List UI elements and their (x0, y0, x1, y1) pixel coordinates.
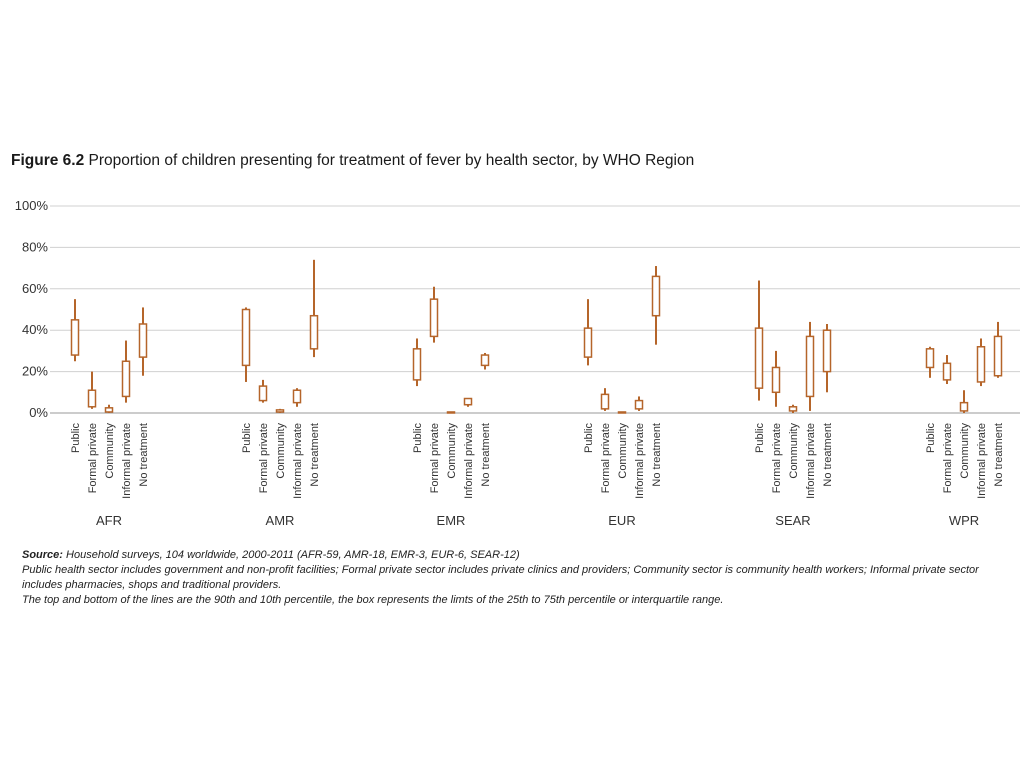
iqr-box (138, 323, 148, 358)
sector-label: Public (70, 423, 82, 453)
region-label: EUR (608, 513, 635, 528)
sector-label: Formal private (942, 423, 954, 493)
sector-label: No treatment (993, 423, 1005, 487)
box-plot-chart: 0% 20% 40% 60% 80% 100% Public Formal private Co… (15, 198, 1020, 528)
sector-label: Public (583, 423, 595, 453)
sector-label: No treatment (309, 423, 321, 487)
iqr-box (993, 335, 1003, 377)
sector-label: Informal private (976, 423, 988, 499)
iqr-box (771, 366, 781, 394)
region-label: EMR (437, 513, 466, 528)
figure-title-text: Proportion of children presenting for tr… (88, 152, 695, 169)
y-tick-label: 20% (22, 364, 48, 379)
sector-label: No treatment (138, 423, 150, 487)
source-label: Source: (22, 549, 63, 561)
iqr-box (600, 393, 610, 410)
region-label: AMR (266, 513, 295, 528)
iqr-box (463, 397, 473, 406)
sector-label: Community (617, 423, 629, 479)
sector-label: Community (959, 423, 971, 479)
sector-definitions-note: Public health sector includes government… (22, 564, 979, 591)
source-text: Household surveys, 104 worldwide, 2000-2… (62, 549, 520, 561)
sector-label: Public (241, 423, 253, 453)
sector-label: Community (275, 423, 287, 479)
sector-label: Community (788, 423, 800, 479)
iqr-box (412, 348, 422, 381)
sector-label: Informal private (805, 423, 817, 499)
figure-label: Figure 6.2 (11, 152, 85, 169)
sector-label: No treatment (480, 423, 492, 487)
iqr-box (959, 401, 969, 412)
iqr-box (805, 335, 815, 398)
iqr-box (617, 411, 627, 414)
sector-label: Formal private (600, 423, 612, 493)
sector-label: Formal private (771, 423, 783, 493)
iqr-box (241, 308, 251, 367)
sector-label: Formal private (429, 423, 441, 493)
sector-label: Informal private (463, 423, 475, 499)
iqr-box (754, 327, 764, 389)
iqr-box (104, 407, 114, 413)
sector-label: Formal private (258, 423, 270, 493)
y-tick-label: 0% (29, 405, 48, 420)
iqr-box (87, 389, 97, 408)
iqr-box (634, 399, 644, 410)
iqr-box (292, 389, 302, 404)
region-label: WPR (949, 513, 979, 528)
iqr-box (275, 409, 285, 413)
iqr-box (121, 360, 131, 398)
y-tick-label: 60% (22, 281, 48, 296)
iqr-box (446, 411, 456, 414)
figure-notes: Source: Household surveys, 104 worldwide… (22, 548, 1022, 608)
y-tick-label: 80% (22, 239, 48, 254)
sector-label: Public (412, 423, 424, 453)
sector-label: Formal private (87, 423, 99, 493)
sector-label: Informal private (121, 423, 133, 499)
region-label: AFR (96, 513, 122, 528)
sector-label: Informal private (634, 423, 646, 499)
figure-title: Figure 6.2 Proportion of children presen… (11, 152, 694, 170)
iqr-box (258, 385, 268, 402)
region-label: SEAR (775, 513, 810, 528)
iqr-box (429, 298, 439, 338)
iqr-box (583, 327, 593, 358)
iqr-box (942, 362, 952, 381)
iqr-box (70, 319, 80, 356)
sector-label: Public (925, 423, 937, 453)
sector-label: Community (446, 423, 458, 479)
sector-label: No treatment (822, 423, 834, 487)
y-tick-label: 40% (22, 322, 48, 337)
iqr-box (822, 329, 832, 373)
iqr-box (309, 314, 319, 350)
sector-label: No treatment (651, 423, 663, 487)
source-note: Source: Household surveys, 104 worldwide… (22, 548, 1022, 563)
y-tick-label: 100% (15, 198, 49, 213)
sector-label: Public (754, 423, 766, 453)
sector-label: Community (104, 423, 116, 479)
iqr-box (925, 348, 935, 369)
iqr-box (651, 275, 661, 317)
percentile-note: The top and bottom of the lines are the … (22, 594, 724, 606)
iqr-box (480, 354, 490, 367)
iqr-box (976, 346, 986, 383)
iqr-box (788, 406, 798, 412)
sector-label: Informal private (292, 423, 304, 499)
